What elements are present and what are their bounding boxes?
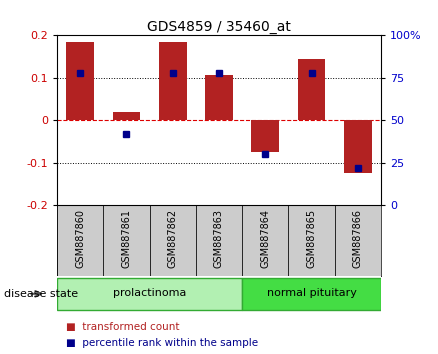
Text: GSM887865: GSM887865 (307, 209, 317, 268)
Bar (159, 42, 187, 120)
Bar (205, 75, 233, 120)
Bar (103, 205, 149, 276)
Bar (57, 205, 103, 276)
Bar (289, 205, 335, 276)
Bar (242, 278, 381, 310)
Text: GSM887864: GSM887864 (260, 209, 270, 268)
Text: prolactinoma: prolactinoma (113, 288, 186, 298)
Title: GDS4859 / 35460_at: GDS4859 / 35460_at (147, 21, 291, 34)
Text: disease state: disease state (4, 289, 78, 299)
Bar (66, 42, 94, 120)
Bar (242, 205, 289, 276)
Text: GSM887863: GSM887863 (214, 209, 224, 268)
Bar (335, 205, 381, 276)
Text: GSM887866: GSM887866 (353, 209, 363, 268)
Text: GSM887861: GSM887861 (121, 209, 131, 268)
Text: ■  percentile rank within the sample: ■ percentile rank within the sample (66, 338, 258, 348)
Bar (57, 278, 242, 310)
Bar (196, 205, 242, 276)
Text: GSM887862: GSM887862 (168, 209, 178, 268)
Bar (149, 205, 196, 276)
Text: GSM887860: GSM887860 (75, 209, 85, 268)
Bar (113, 112, 140, 120)
Bar (298, 59, 325, 120)
Text: ■  transformed count: ■ transformed count (66, 322, 179, 332)
Bar (344, 120, 372, 173)
Bar (251, 120, 279, 152)
Text: normal pituitary: normal pituitary (267, 288, 357, 298)
